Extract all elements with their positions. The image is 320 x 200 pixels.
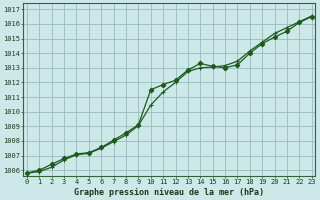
X-axis label: Graphe pression niveau de la mer (hPa): Graphe pression niveau de la mer (hPa) [74, 188, 264, 197]
